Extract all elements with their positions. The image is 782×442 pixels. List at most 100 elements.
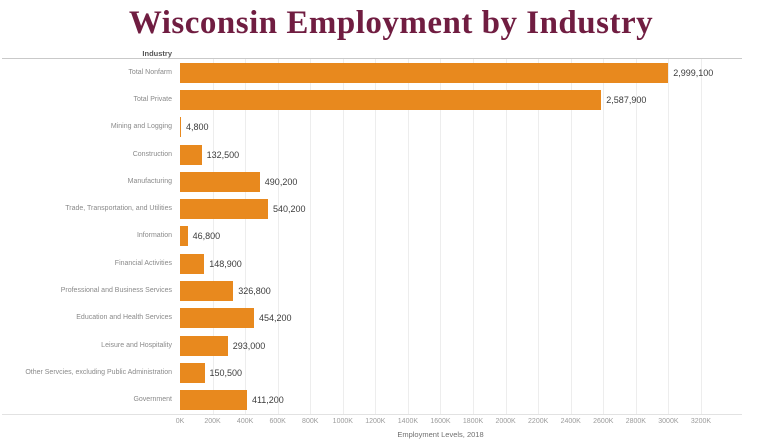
plot-cell: 540,200 bbox=[180, 195, 738, 222]
x-tick-label: 3200K bbox=[690, 417, 712, 425]
category-label: Trade, Transportation, and Utilities bbox=[65, 205, 172, 213]
bar[interactable] bbox=[180, 144, 202, 165]
bar-chart: Industry Total Nonfarm 2,999,100 Total Pri… bbox=[2, 46, 742, 439]
bar-value-label: 326,800 bbox=[238, 286, 271, 297]
category-label: Mining and Logging bbox=[110, 123, 172, 131]
bar[interactable] bbox=[180, 226, 188, 247]
category-label: Total Private bbox=[133, 95, 172, 103]
category-label: Education and Health Services bbox=[76, 314, 172, 322]
x-tick-label: 1000K bbox=[332, 417, 353, 425]
bar[interactable] bbox=[180, 253, 205, 274]
plot-cell: 2,999,100 bbox=[180, 59, 738, 86]
bar[interactable] bbox=[180, 171, 260, 192]
category-label: Financial Activities bbox=[114, 259, 172, 267]
plot-cell: 411,200 bbox=[180, 387, 738, 414]
category-label: Manufacturing bbox=[127, 177, 172, 185]
plot-cell: 4,800 bbox=[180, 114, 738, 141]
bar-row: Education and Health Services 454,200 bbox=[2, 305, 742, 332]
page-title: Wisconsin Employment by Industry bbox=[128, 5, 654, 41]
bar-row: Total Private 2,587,900 bbox=[2, 86, 742, 113]
bar-value-label: 4,800 bbox=[186, 122, 209, 133]
x-tick-label: 2400K bbox=[560, 417, 581, 425]
gridline bbox=[635, 59, 637, 414]
bar[interactable] bbox=[180, 89, 602, 110]
x-tick-label: 200K bbox=[204, 417, 221, 425]
gridline bbox=[310, 59, 312, 414]
bar-value-label: 454,200 bbox=[258, 313, 292, 324]
gridline bbox=[342, 59, 344, 414]
bar[interactable] bbox=[180, 308, 254, 329]
gridline bbox=[277, 59, 279, 414]
gridline bbox=[668, 59, 670, 414]
bar-value-label: 132,500 bbox=[206, 149, 240, 160]
plot-cell: 454,200 bbox=[180, 305, 738, 332]
plot-cell: 490,200 bbox=[180, 168, 738, 195]
plot-area: Total Nonfarm 2,999,100 Total Private 2,587… bbox=[2, 58, 742, 415]
x-tick-label: 3000K bbox=[658, 417, 679, 425]
bar-value-label: 150,500 bbox=[209, 367, 243, 378]
category-label: Government bbox=[133, 396, 172, 404]
bar-row: Total Nonfarm 2,999,100 bbox=[2, 59, 742, 86]
x-tick-label: 1800K bbox=[462, 417, 484, 425]
x-tick-label: 1400K bbox=[397, 417, 419, 425]
plot-cell: 293,000 bbox=[180, 332, 738, 359]
x-axis-title: Employment Levels, 2018 bbox=[397, 429, 484, 439]
category-label: Total Nonfarm bbox=[128, 68, 172, 76]
bar[interactable] bbox=[180, 390, 247, 411]
column-header-row: Industry bbox=[2, 46, 742, 58]
bar[interactable] bbox=[180, 117, 181, 138]
x-tick-label: 2200K bbox=[528, 417, 549, 425]
bar[interactable] bbox=[180, 362, 205, 383]
bar[interactable] bbox=[180, 335, 228, 356]
category-label: Construction bbox=[132, 150, 172, 158]
bar-value-label: 2,587,900 bbox=[606, 94, 647, 105]
bar-value-label: 46,800 bbox=[192, 231, 221, 242]
bar-value-label: 2,999,100 bbox=[673, 67, 714, 78]
plot-cell: 150,500 bbox=[180, 359, 738, 386]
gridline-layer bbox=[180, 59, 738, 414]
category-label: Information bbox=[136, 232, 172, 240]
plot-cell: 148,900 bbox=[180, 250, 738, 277]
x-tick-label: 800K bbox=[302, 417, 319, 425]
gridline bbox=[603, 59, 605, 414]
x-tick-label: 1200K bbox=[365, 417, 386, 425]
x-tick-label: 600K bbox=[269, 417, 286, 425]
x-tick-label: 0K bbox=[175, 417, 185, 425]
x-tick-label: 1600K bbox=[430, 417, 451, 425]
gridline bbox=[473, 59, 475, 414]
gridline bbox=[570, 59, 572, 414]
bar-row: Mining and Logging 4,800 bbox=[2, 114, 742, 141]
plot-cell: 46,800 bbox=[180, 223, 738, 250]
bar[interactable] bbox=[180, 281, 234, 302]
category-label: Leisure and Hospitality bbox=[101, 341, 172, 349]
bar[interactable] bbox=[180, 199, 268, 220]
x-tick-label: 2600K bbox=[593, 417, 614, 425]
bar-row: Government 411,200 bbox=[2, 387, 742, 414]
bar[interactable] bbox=[180, 62, 669, 83]
bar-row: Information 46,800 bbox=[2, 223, 742, 250]
bar-row: Leisure and Hospitality 293,000 bbox=[2, 332, 742, 359]
plot-cell: 2,587,900 bbox=[180, 86, 738, 113]
bar-value-label: 411,200 bbox=[251, 395, 284, 406]
plot-cell: 132,500 bbox=[180, 141, 738, 168]
plot-cell: 326,800 bbox=[180, 277, 738, 304]
x-tick-label: 2800K bbox=[625, 417, 646, 425]
gridline bbox=[212, 59, 214, 414]
category-label: Professional and Business Services bbox=[60, 287, 172, 295]
gridline bbox=[538, 59, 540, 414]
bar-row: Professional and Business Services 326,80… bbox=[2, 277, 742, 304]
bar-row: Trade, Transportation, and Utilities 540,… bbox=[2, 195, 742, 222]
bar-value-label: 490,200 bbox=[264, 176, 298, 187]
bar-value-label: 540,200 bbox=[272, 204, 306, 215]
bar-value-label: 148,900 bbox=[209, 258, 242, 269]
bar-row: Other Servcies, excluding Public Adminis… bbox=[2, 359, 742, 386]
bar-row: Manufacturing 490,200 bbox=[2, 168, 742, 195]
gridline bbox=[505, 59, 507, 414]
industry-column-header: Industry bbox=[142, 49, 172, 58]
gridline bbox=[407, 59, 409, 414]
x-tick-label: 400K bbox=[236, 417, 254, 425]
gridline bbox=[245, 59, 247, 414]
x-tick-label: 2000K bbox=[495, 417, 516, 425]
bar-row: Financial Activities 148,900 bbox=[2, 250, 742, 277]
gridline bbox=[440, 59, 442, 414]
